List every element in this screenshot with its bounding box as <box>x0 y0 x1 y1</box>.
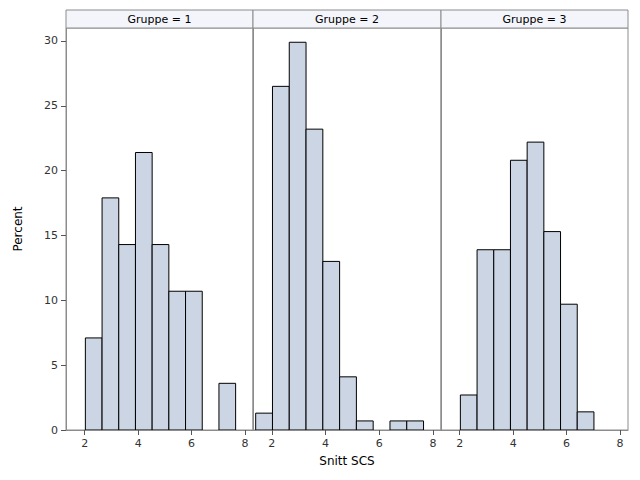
svg-text:4: 4 <box>510 437 517 450</box>
svg-text:2: 2 <box>456 437 463 450</box>
svg-text:Percent: Percent <box>11 206 25 251</box>
svg-text:15: 15 <box>44 229 58 242</box>
svg-text:Gruppe = 1: Gruppe = 1 <box>128 13 192 26</box>
svg-text:2: 2 <box>268 437 275 450</box>
svg-text:Gruppe = 3: Gruppe = 3 <box>503 13 567 26</box>
svg-text:4: 4 <box>135 437 142 450</box>
svg-text:20: 20 <box>44 164 58 177</box>
svg-text:5: 5 <box>51 359 58 372</box>
svg-text:6: 6 <box>188 437 195 450</box>
svg-text:25: 25 <box>44 99 58 112</box>
svg-text:6: 6 <box>563 437 570 450</box>
svg-text:Gruppe = 2: Gruppe = 2 <box>315 13 379 26</box>
svg-text:8: 8 <box>241 437 248 450</box>
svg-text:8: 8 <box>616 437 623 450</box>
svg-text:2: 2 <box>81 437 88 450</box>
svg-text:6: 6 <box>376 437 383 450</box>
svg-text:30: 30 <box>44 34 58 47</box>
svg-text:4: 4 <box>322 437 329 450</box>
svg-text:Snitt SCS: Snitt SCS <box>319 454 374 468</box>
svg-text:0: 0 <box>51 424 58 437</box>
svg-text:10: 10 <box>44 294 58 307</box>
svg-text:8: 8 <box>429 437 436 450</box>
